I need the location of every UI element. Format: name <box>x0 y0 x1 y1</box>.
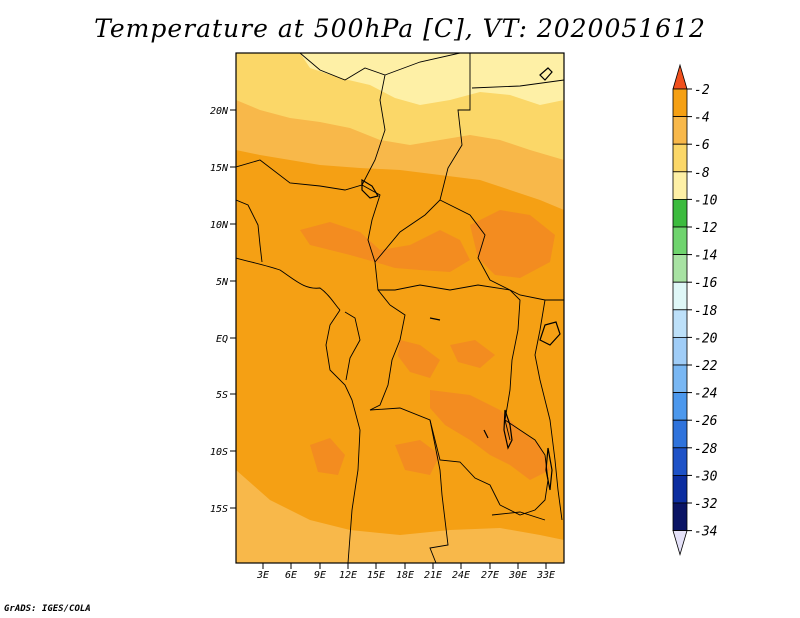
colorbar-segment <box>672 419 688 449</box>
colorbar-top-arrow <box>672 63 688 90</box>
lon-tick-label: 15E <box>367 570 385 581</box>
colorbar-segment <box>672 447 688 476</box>
grads-credit: GrADS: IGES/COLA <box>4 604 91 614</box>
field-warm-patches <box>300 210 555 480</box>
colorbar-segment <box>672 309 688 338</box>
colorbar-label: -6 <box>694 138 710 153</box>
colorbar-segment <box>672 171 688 200</box>
colorbar-label: -32 <box>694 497 718 512</box>
colorbar-label: -34 <box>694 525 717 540</box>
lon-tick-label: 6E <box>285 570 297 581</box>
colorbar-segment <box>672 392 688 421</box>
colorbar-label: -20 <box>694 331 718 346</box>
colorbar-segment <box>672 88 688 118</box>
colorbar-segment <box>672 143 688 173</box>
colorbar-label: -14 <box>694 249 717 264</box>
colorbar-segment <box>672 364 688 394</box>
colorbar-label: -26 <box>694 414 718 429</box>
colorbar-segment <box>672 474 688 504</box>
colorbar-segment <box>672 116 688 145</box>
temperature-field <box>236 53 564 563</box>
field-band-south <box>236 470 564 563</box>
colorbar-label: -4 <box>694 111 710 126</box>
country-borders <box>236 53 564 563</box>
colorbar-label: -22 <box>694 359 718 374</box>
colorbar: -2 -4 -6 -8 -10 -12 -14 -16 -18 -20 -22 -24 -26 -28 -3… <box>672 63 718 557</box>
lakes <box>361 67 561 491</box>
lat-tick-label: 10S <box>210 447 228 458</box>
colorbar-label: -30 <box>694 469 718 484</box>
lon-tick-label: 3E <box>256 570 269 581</box>
colorbar-segment <box>672 336 688 366</box>
lon-tick-label: 9E <box>314 570 326 581</box>
colorbar-segment <box>672 281 688 311</box>
lon-tick-label: 27E <box>481 570 499 581</box>
lon-tick-label: 30E <box>508 570 527 581</box>
lon-tick-label: 24E <box>452 570 470 581</box>
lon-axis: 3E 6E 9E 12E 15E 18E 21E 24E 27E 30E 33E <box>256 563 555 581</box>
colorbar-label: -28 <box>694 442 718 457</box>
colorbar-bottom-arrow <box>672 530 688 557</box>
colorbar-segment <box>672 254 688 283</box>
lat-tick-label: 15N <box>210 163 229 174</box>
lon-tick-label: 18E <box>396 570 414 581</box>
colorbar-label: -10 <box>694 193 718 208</box>
colorbar-label: -24 <box>694 387 717 402</box>
lat-tick-label: 5S <box>216 390 228 401</box>
colorbar-label: -18 <box>694 304 718 319</box>
lat-tick-label: 10N <box>210 220 229 231</box>
lon-tick-label: 33E <box>536 570 555 581</box>
colorbar-label: -2 <box>694 83 710 98</box>
lat-tick-label: EQ <box>216 334 228 345</box>
map-frame <box>235 52 565 564</box>
map-title: Temperature at 500hPa [C], VT: 202005161… <box>94 14 706 43</box>
colorbar-segment <box>672 502 688 532</box>
colorbar-label: -12 <box>694 221 718 236</box>
colorbar-label: -16 <box>694 276 718 291</box>
field-band-12 <box>300 53 564 105</box>
lon-tick-label: 21E <box>424 570 442 581</box>
lon-tick-label: 12E <box>339 570 357 581</box>
colorbar-segment <box>672 198 688 228</box>
lat-axis: 20N 15N 10N 5N EQ 5S 10S 15S <box>210 106 236 515</box>
lat-tick-label: 5N <box>216 277 229 288</box>
lat-tick-label: 15S <box>210 504 228 515</box>
colorbar-segment <box>672 226 688 256</box>
lat-tick-label: 20N <box>210 106 229 117</box>
colorbar-label: -8 <box>694 166 710 181</box>
